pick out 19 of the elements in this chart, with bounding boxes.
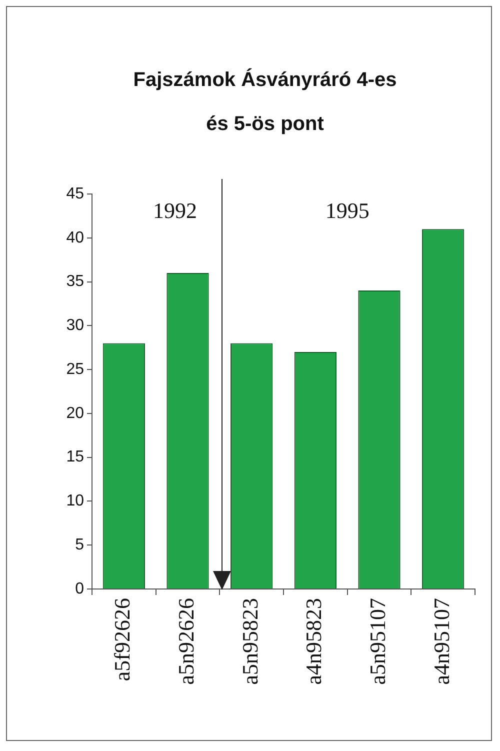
x-tick-label: a5n95107 <box>365 598 390 685</box>
x-tick-label: a4n95107 <box>428 598 454 685</box>
y-tick-label: 35 <box>66 273 84 290</box>
x-tick-label: a5n95823 <box>237 598 262 685</box>
y-tick-label: 30 <box>66 317 84 334</box>
y-tick-label: 0 <box>75 580 84 598</box>
chart-title: Fajszámok Ásványráró 4-es és 5-ös pont <box>132 67 398 137</box>
y-tick-label: 10 <box>66 492 84 510</box>
y-tick-label: 15 <box>66 448 84 466</box>
x-tick-label: a5f92626 <box>110 598 135 682</box>
y-tick-label: 25 <box>66 360 84 378</box>
x-tick-label: a5n92626 <box>174 598 199 685</box>
annotation: 1992 <box>152 198 197 223</box>
x-tick-label: a4n95823 <box>301 598 326 685</box>
y-tick-label: 5 <box>75 536 84 554</box>
y-tick-label: 40 <box>66 229 84 246</box>
y-tick-label: 45 <box>66 185 84 202</box>
y-tick-label: 20 <box>66 404 84 422</box>
annotation: 1995 <box>325 198 370 223</box>
